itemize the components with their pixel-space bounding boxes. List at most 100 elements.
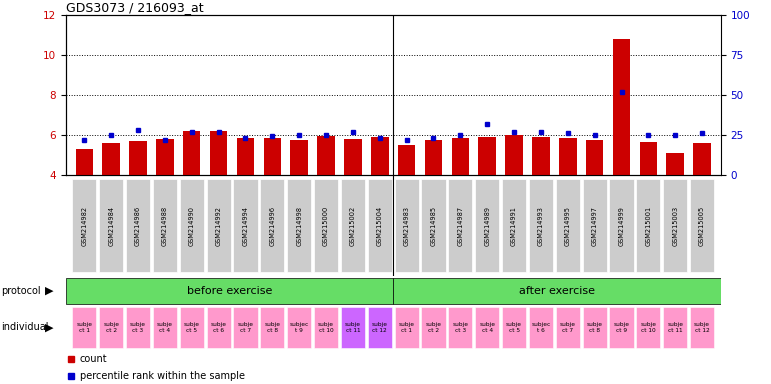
Text: individual: individual [1, 322, 49, 333]
FancyBboxPatch shape [395, 179, 419, 272]
FancyBboxPatch shape [529, 179, 553, 272]
Text: GSM214995: GSM214995 [565, 205, 571, 246]
FancyBboxPatch shape [475, 179, 500, 272]
FancyBboxPatch shape [180, 306, 204, 348]
Text: subje
ct 3: subje ct 3 [453, 322, 468, 333]
Text: GSM214986: GSM214986 [135, 205, 141, 246]
Text: count: count [80, 354, 108, 364]
FancyBboxPatch shape [556, 179, 580, 272]
FancyBboxPatch shape [448, 179, 473, 272]
Text: GSM215003: GSM215003 [672, 205, 678, 246]
FancyBboxPatch shape [153, 306, 177, 348]
FancyBboxPatch shape [180, 179, 204, 272]
FancyBboxPatch shape [636, 306, 661, 348]
Text: GSM214990: GSM214990 [189, 205, 195, 246]
Text: subje
ct 12: subje ct 12 [372, 322, 388, 333]
FancyBboxPatch shape [287, 306, 311, 348]
Text: subje
ct 5: subje ct 5 [183, 322, 200, 333]
FancyBboxPatch shape [207, 306, 231, 348]
FancyBboxPatch shape [529, 306, 553, 348]
FancyBboxPatch shape [153, 179, 177, 272]
Text: GSM214999: GSM214999 [618, 206, 625, 245]
Bar [479, 137, 496, 175]
Text: subje
ct 7: subje ct 7 [560, 322, 576, 333]
Text: GSM214991: GSM214991 [511, 206, 517, 245]
FancyBboxPatch shape [126, 306, 150, 348]
Bar [371, 137, 389, 175]
FancyBboxPatch shape [636, 179, 661, 272]
Text: GSM214989: GSM214989 [484, 205, 490, 246]
Text: before exercise: before exercise [187, 286, 272, 296]
Text: subje
ct 8: subje ct 8 [587, 322, 603, 333]
Text: subje
ct 8: subje ct 8 [264, 322, 281, 333]
FancyBboxPatch shape [690, 306, 714, 348]
FancyBboxPatch shape [261, 306, 284, 348]
Text: GSM214997: GSM214997 [591, 205, 598, 246]
Bar [666, 153, 684, 175]
Bar [586, 140, 604, 175]
Text: subje
ct 9: subje ct 9 [614, 322, 629, 333]
FancyBboxPatch shape [609, 179, 634, 272]
Text: ▶: ▶ [45, 286, 53, 296]
FancyBboxPatch shape [475, 306, 500, 348]
Bar [640, 142, 657, 175]
Text: ▶: ▶ [45, 322, 53, 333]
Text: GSM214983: GSM214983 [404, 205, 409, 246]
Text: GSM215002: GSM215002 [350, 205, 356, 246]
Bar [398, 145, 416, 175]
Text: subje
ct 4: subje ct 4 [157, 322, 173, 333]
Text: GSM214996: GSM214996 [269, 205, 275, 246]
FancyBboxPatch shape [422, 179, 446, 272]
Text: subje
ct 7: subje ct 7 [237, 322, 254, 333]
FancyBboxPatch shape [502, 306, 526, 348]
Bar [559, 138, 577, 175]
Bar [76, 149, 93, 175]
FancyBboxPatch shape [341, 179, 365, 272]
Text: subje
ct 1: subje ct 1 [399, 322, 415, 333]
Text: subje
ct 3: subje ct 3 [130, 322, 146, 333]
FancyBboxPatch shape [556, 306, 580, 348]
FancyBboxPatch shape [663, 306, 687, 348]
Text: subje
ct 11: subje ct 11 [345, 322, 361, 333]
Text: subje
ct 10: subje ct 10 [641, 322, 656, 333]
Text: subje
ct 1: subje ct 1 [76, 322, 93, 333]
FancyBboxPatch shape [368, 306, 392, 348]
Text: GSM214993: GSM214993 [538, 206, 544, 245]
Text: subje
ct 6: subje ct 6 [210, 322, 227, 333]
Bar [532, 137, 550, 175]
Text: GSM215001: GSM215001 [645, 205, 651, 246]
Text: GSM214998: GSM214998 [296, 205, 302, 246]
Text: subje
ct 10: subje ct 10 [318, 322, 334, 333]
Text: GSM215000: GSM215000 [323, 205, 329, 246]
Text: GSM214992: GSM214992 [216, 205, 221, 246]
Bar [103, 143, 120, 175]
FancyBboxPatch shape [66, 278, 393, 304]
Text: GSM214982: GSM214982 [81, 205, 87, 246]
Bar [183, 131, 200, 175]
FancyBboxPatch shape [393, 278, 721, 304]
Bar [425, 140, 443, 175]
Text: subje
ct 5: subje ct 5 [506, 322, 522, 333]
Text: after exercise: after exercise [519, 286, 595, 296]
FancyBboxPatch shape [448, 306, 473, 348]
Bar [452, 138, 469, 175]
FancyBboxPatch shape [583, 179, 607, 272]
FancyBboxPatch shape [234, 306, 258, 348]
Text: subje
ct 11: subje ct 11 [667, 322, 683, 333]
Text: protocol: protocol [1, 286, 40, 296]
Text: subje
ct 2: subje ct 2 [103, 322, 120, 333]
FancyBboxPatch shape [72, 179, 96, 272]
FancyBboxPatch shape [502, 179, 526, 272]
Bar [693, 143, 711, 175]
Text: GDS3073 / 216093_at: GDS3073 / 216093_at [66, 1, 204, 14]
Text: GSM215004: GSM215004 [377, 205, 382, 246]
FancyBboxPatch shape [207, 179, 231, 272]
Bar [344, 139, 362, 175]
Text: subje
ct 2: subje ct 2 [426, 322, 442, 333]
Bar [237, 138, 254, 175]
FancyBboxPatch shape [609, 306, 634, 348]
Bar [130, 141, 146, 175]
FancyBboxPatch shape [99, 179, 123, 272]
FancyBboxPatch shape [314, 306, 338, 348]
FancyBboxPatch shape [395, 306, 419, 348]
